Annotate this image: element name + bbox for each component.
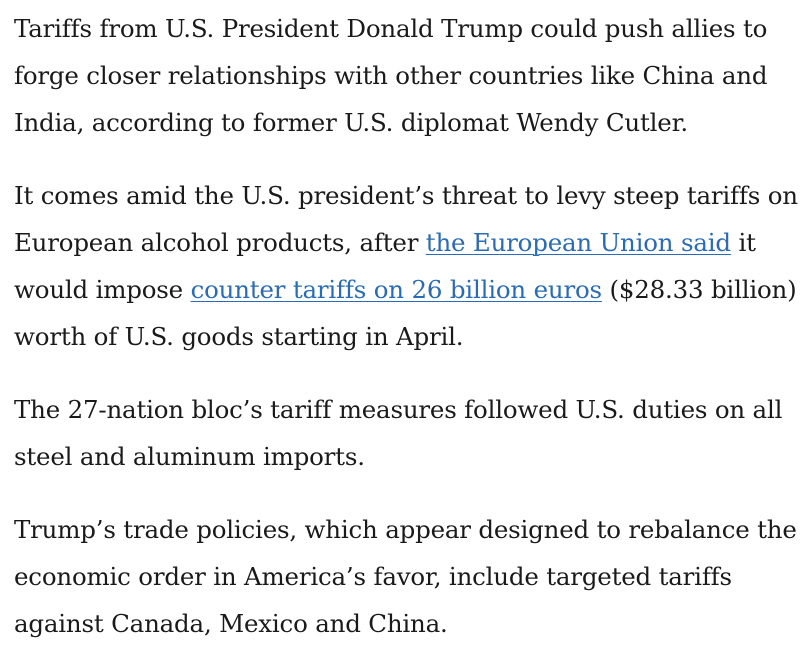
paragraph-4-text: Trump’s trade policies, which appear des… <box>14 515 797 638</box>
paragraph-2: It comes amid the U.S. president’s threa… <box>14 172 801 360</box>
paragraph-3-text: The 27-nation bloc’s tariff measures fol… <box>14 395 783 471</box>
paragraph-1-text: Tariffs from U.S. President Donald Trump… <box>14 14 768 137</box>
paragraph-3: The 27-nation bloc’s tariff measures fol… <box>14 386 801 480</box>
european-union-said-link[interactable]: the European Union said <box>425 228 731 257</box>
paragraph-2-text-3: ($28.33 billion) worth of U.S. goods sta… <box>14 275 797 351</box>
paragraph-1: Tariffs from U.S. President Donald Trump… <box>14 5 801 146</box>
paragraph-2-text-2: it would impose <box>14 228 756 304</box>
paragraph-2-text-1: It comes amid the U.S. president’s threa… <box>14 181 798 257</box>
counter-tariffs-link[interactable]: counter tariffs on 26 billion euros <box>190 275 603 304</box>
paragraph-4: Trump’s trade policies, which appear des… <box>14 506 801 647</box>
